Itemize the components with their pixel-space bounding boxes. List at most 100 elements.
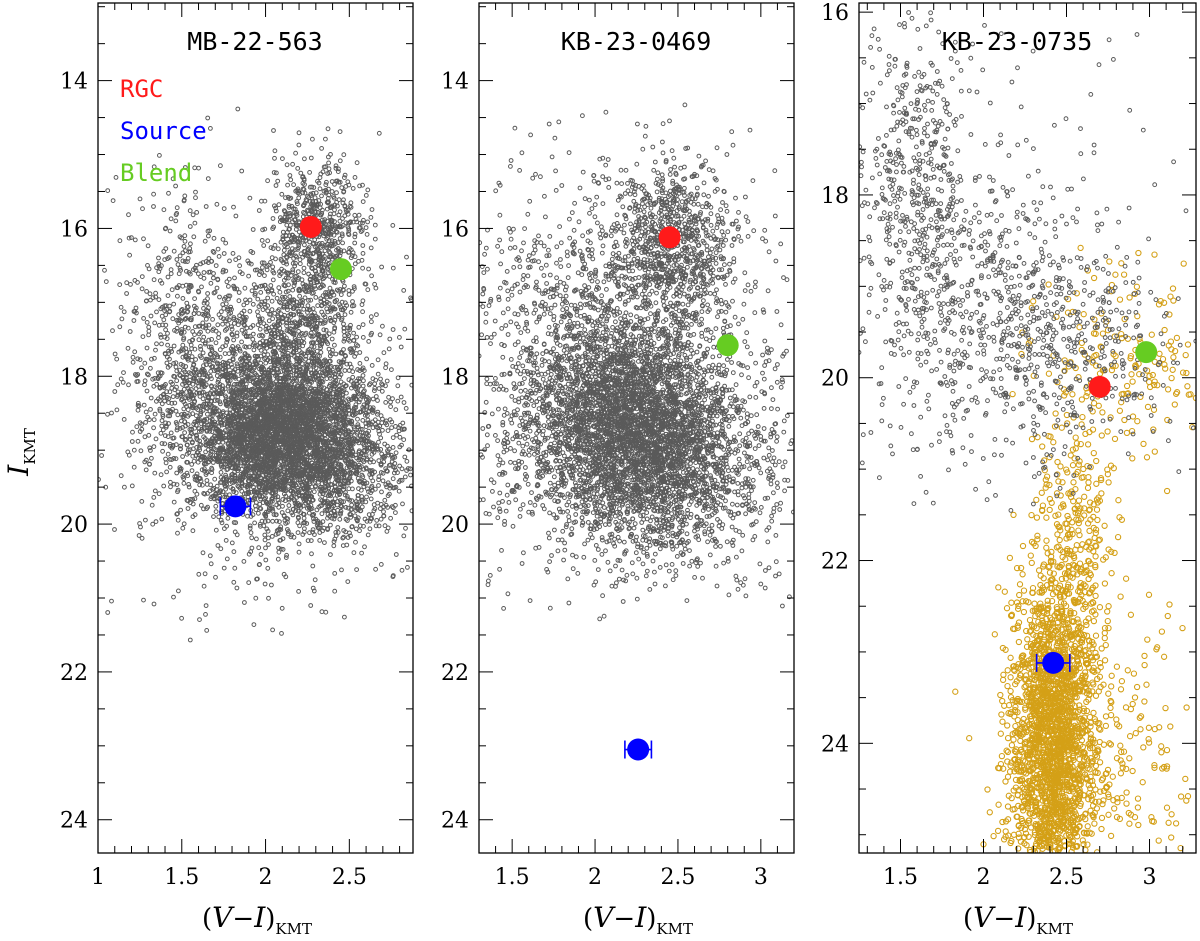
field-star [265, 518, 271, 524]
field-star [184, 442, 190, 448]
field-star [151, 495, 157, 500]
field-star [356, 468, 362, 473]
field-star [224, 467, 230, 473]
field-star [148, 297, 153, 303]
field-star [192, 324, 198, 330]
field-star [209, 384, 214, 390]
field-star [208, 125, 213, 131]
field-star [247, 523, 253, 529]
field-star [142, 378, 148, 384]
field-star [136, 533, 142, 538]
field-star [399, 567, 405, 573]
field-star [352, 240, 358, 246]
field-star [356, 212, 362, 218]
field-star [191, 458, 197, 464]
field-star [199, 284, 204, 290]
field-star [402, 326, 408, 332]
field-star [173, 408, 179, 414]
field-star [305, 538, 311, 543]
field-star [319, 193, 324, 199]
field-star [369, 207, 375, 212]
field-star [231, 315, 237, 320]
field-star [377, 332, 383, 338]
field-star [130, 359, 136, 365]
field-star [211, 514, 216, 519]
field-star [137, 357, 143, 363]
field-star [184, 268, 189, 274]
field-star [340, 359, 346, 365]
field-star [157, 153, 162, 158]
field-star [363, 193, 369, 198]
field-star [402, 454, 408, 460]
field-star [280, 156, 285, 162]
field-star [295, 166, 301, 171]
field-star [301, 515, 307, 521]
field-star [182, 259, 188, 264]
field-star [180, 296, 186, 301]
field-star [350, 349, 355, 355]
field-star [265, 565, 271, 571]
field-star [305, 348, 311, 353]
field-star [165, 434, 171, 440]
field-star [159, 418, 165, 424]
field-star [241, 302, 247, 308]
field-star [296, 329, 302, 334]
field-star [165, 364, 171, 370]
field-star [256, 208, 262, 213]
field-star [199, 355, 204, 360]
field-star [168, 216, 174, 222]
field-star [178, 373, 183, 379]
field-star [360, 474, 366, 480]
field-star [180, 342, 186, 348]
field-star [265, 178, 271, 184]
field-star [203, 204, 209, 209]
field-star [295, 269, 301, 275]
field-star [344, 361, 350, 367]
field-star [185, 256, 191, 261]
field-star [313, 365, 319, 371]
field-star [159, 516, 165, 522]
field-star [368, 314, 374, 320]
field-star [214, 360, 220, 366]
field-star [372, 222, 378, 228]
field-star [229, 362, 234, 367]
field-star [321, 258, 327, 264]
field-star [213, 527, 219, 533]
field-star [378, 470, 384, 475]
field-star [270, 431, 275, 437]
field-star [279, 631, 284, 636]
field-star [203, 612, 208, 617]
field-star [360, 298, 366, 304]
field-star [284, 323, 290, 329]
field-star [270, 359, 276, 365]
field-star [332, 588, 338, 594]
field-star [390, 476, 396, 482]
field-star [305, 207, 310, 213]
field-star [398, 344, 404, 350]
field-star [356, 399, 362, 405]
field-star [272, 148, 278, 154]
field-star [273, 512, 279, 518]
field-star [260, 265, 265, 270]
field-star [375, 398, 380, 403]
field-star [141, 597, 146, 603]
field-star [262, 519, 268, 524]
field-star [169, 287, 175, 293]
field-star [250, 250, 256, 256]
field-star [224, 477, 229, 482]
field-star [269, 298, 275, 304]
field-star [187, 637, 193, 643]
field-star [393, 407, 399, 413]
field-star [290, 512, 296, 518]
field-star [297, 523, 303, 529]
field-star [374, 518, 380, 523]
field-star [156, 491, 162, 497]
field-star [361, 389, 366, 395]
field-star [206, 322, 212, 328]
field-star [263, 557, 269, 563]
field-star [229, 326, 235, 332]
field-star [163, 456, 169, 462]
field-star [310, 563, 316, 569]
field-star [153, 436, 159, 442]
field-star [268, 260, 273, 265]
